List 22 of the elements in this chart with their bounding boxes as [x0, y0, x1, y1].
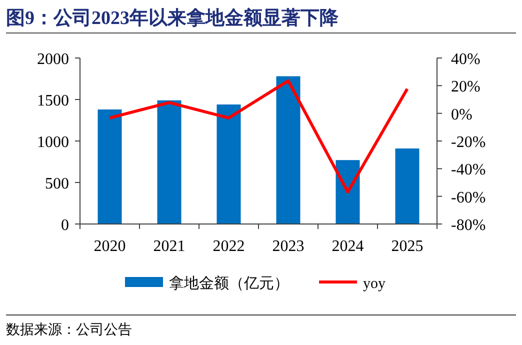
x-tick-label: 2024	[332, 238, 364, 255]
y2-tick-label: -60%	[451, 189, 486, 206]
y-tick-label: 2000	[37, 51, 69, 68]
y2-tick-label: 20%	[451, 78, 480, 96]
y-tick-label: 1000	[37, 134, 69, 151]
y2-tick-label: -80%	[451, 217, 486, 234]
x-tick-label: 2022	[212, 238, 245, 255]
title: 图9：公司2023年以来拿地金额显著下降	[6, 8, 338, 29]
x-tick-label: 2021	[153, 238, 186, 255]
y-tick-label: 0	[61, 217, 69, 234]
legend-label: yoy	[363, 276, 386, 292]
y2-tick-label: -20%	[451, 134, 486, 151]
x-tick-label: 2023	[272, 238, 304, 255]
x-tick-label: 2020	[94, 238, 126, 255]
legend-label: 拿地金额（亿元）	[169, 275, 289, 292]
y2-tick-label: 40%	[451, 51, 480, 68]
y-tick-label: 500	[45, 176, 69, 192]
y-tick-label: 1500	[37, 92, 69, 110]
y2-tick-label: 0%	[451, 106, 472, 124]
x-tick-label: 2025	[391, 238, 424, 255]
source-note: 数据来源：公司公告	[6, 322, 132, 338]
y2-tick-label: -40%	[451, 162, 486, 179]
